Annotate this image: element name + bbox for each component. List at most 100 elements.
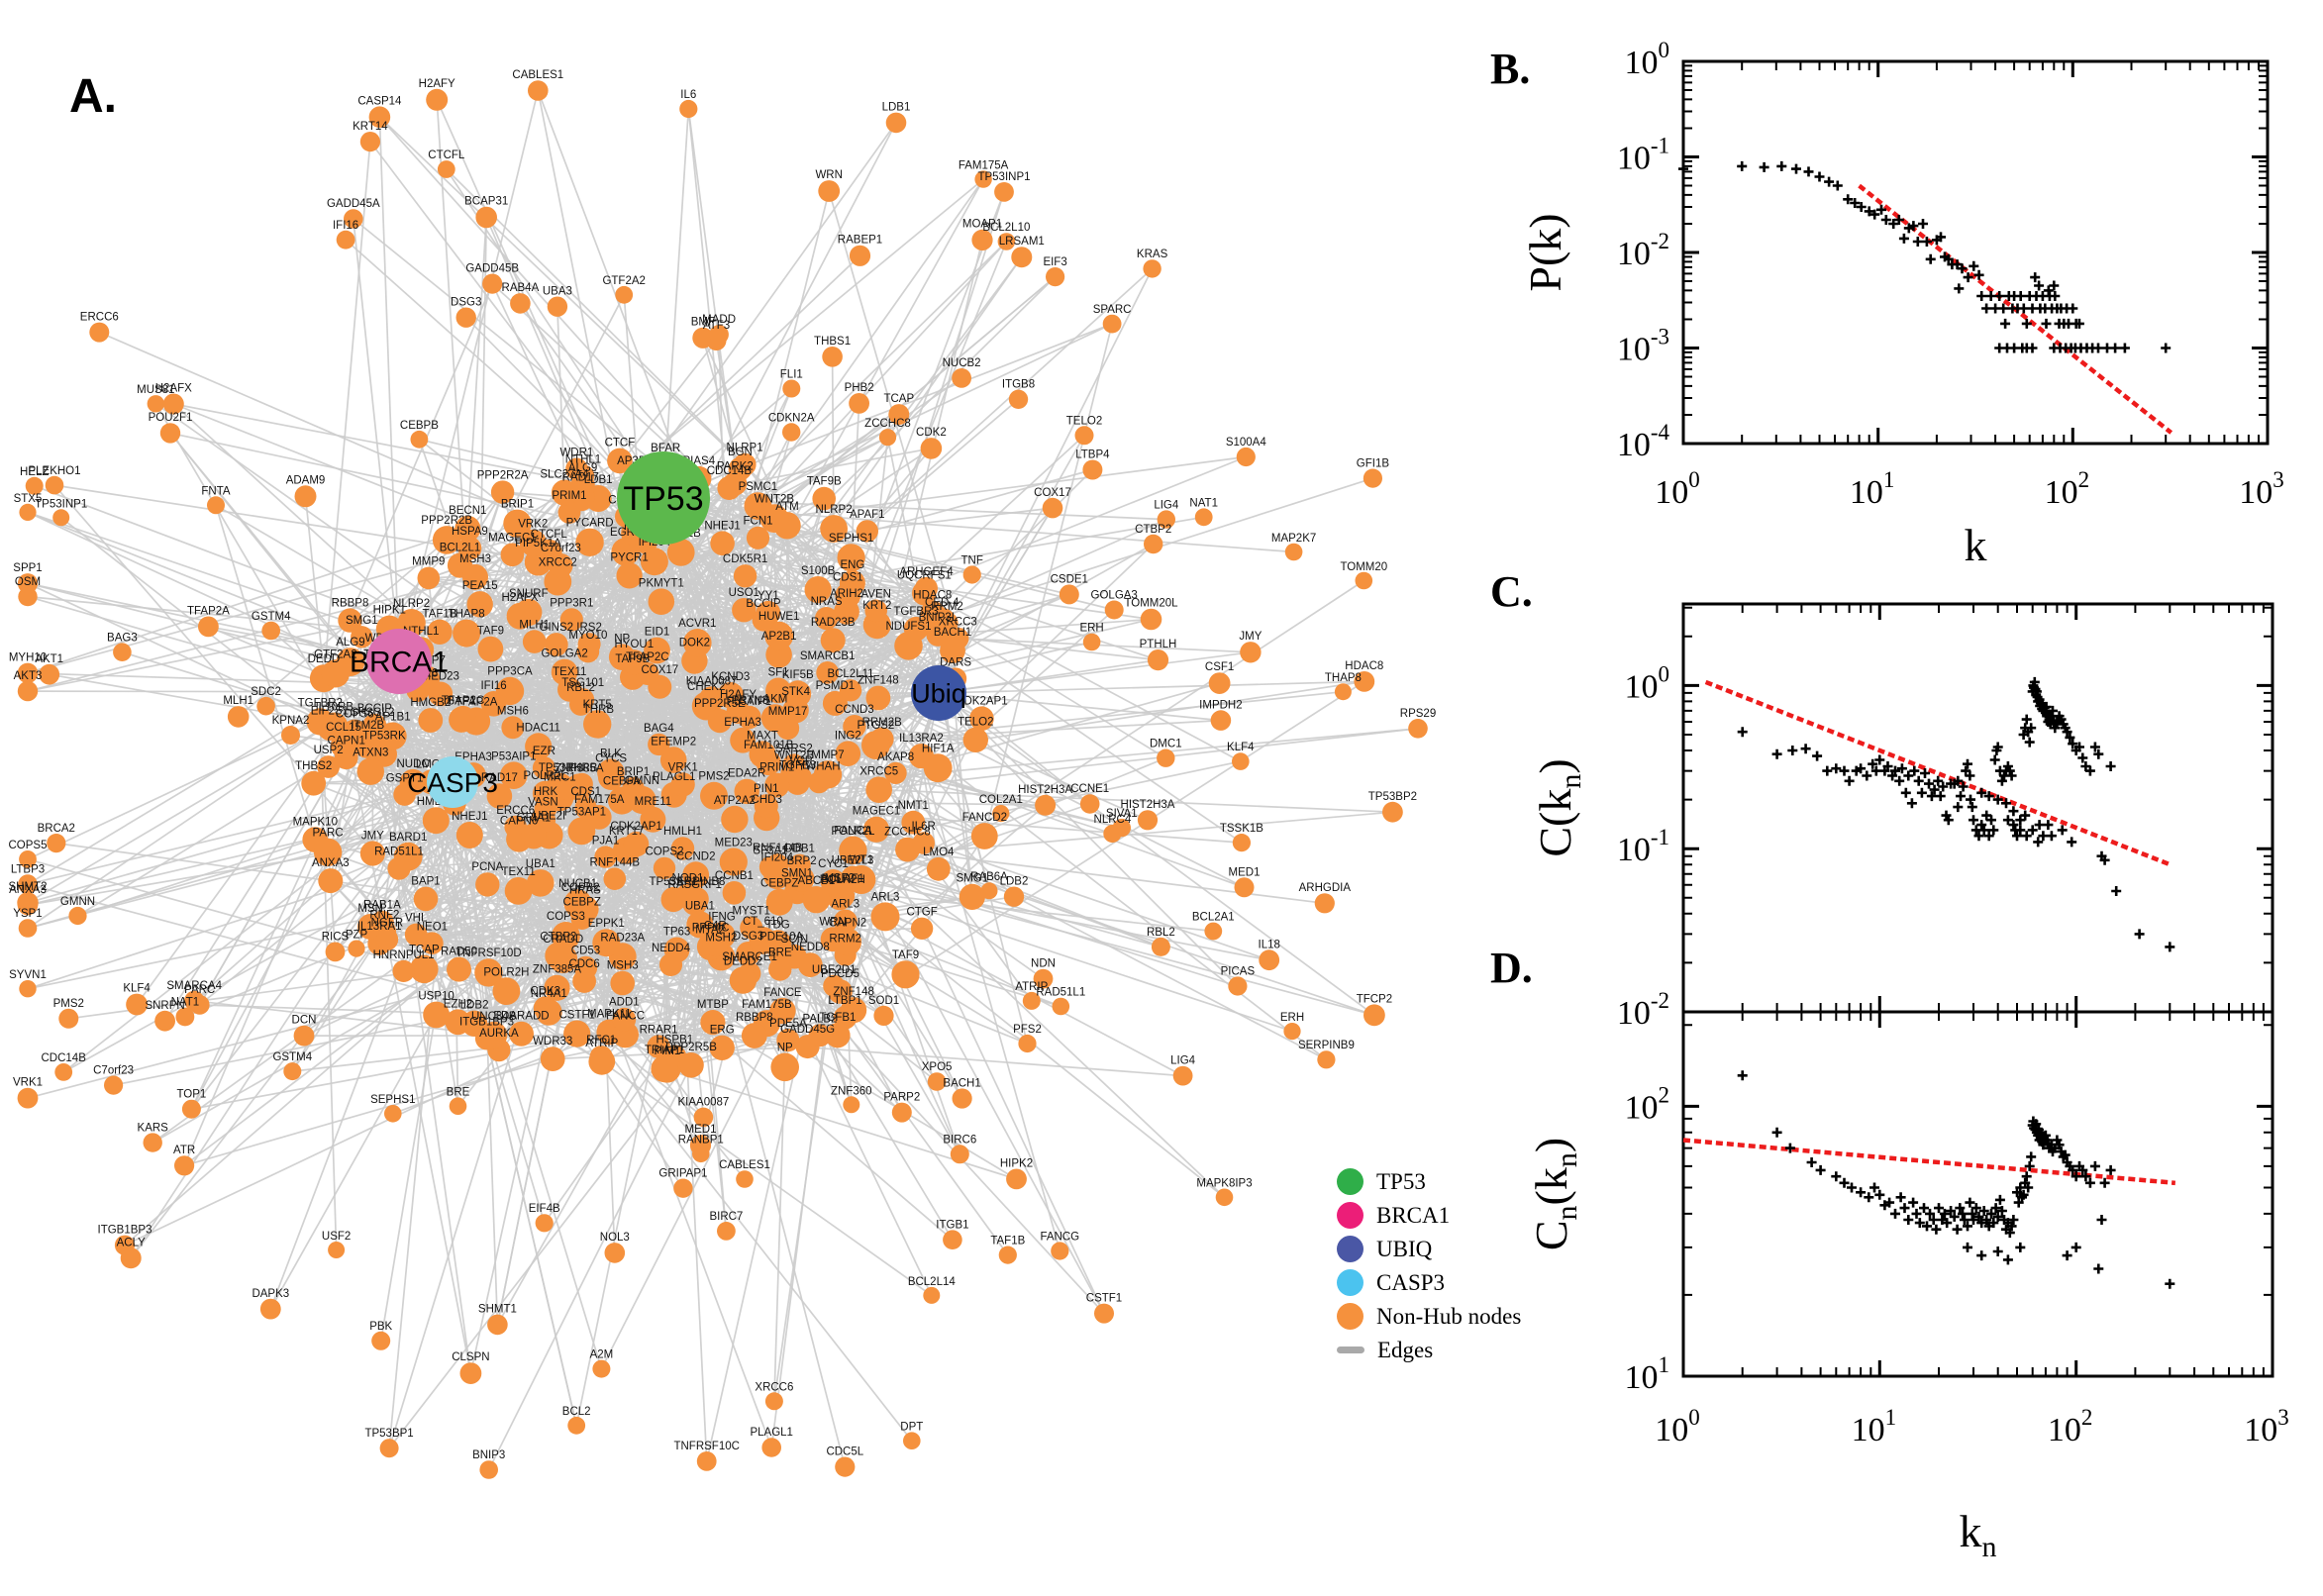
svg-text:GTF2A2: GTF2A2: [314, 648, 356, 660]
svg-text:RPS29: RPS29: [1400, 708, 1436, 720]
svg-text:EPPK1: EPPK1: [588, 918, 625, 930]
svg-text:LIG4: LIG4: [1170, 1055, 1196, 1067]
svg-text:ABCB1: ABCB1: [798, 875, 836, 887]
svg-text:SERPINB9: SERPINB9: [1298, 1040, 1355, 1051]
svg-text:TAF9: TAF9: [892, 949, 919, 961]
svg-text:CDK3: CDK3: [530, 985, 560, 997]
svg-text:AKAP8: AKAP8: [877, 751, 914, 763]
svg-text:CED-4: CED-4: [925, 597, 960, 609]
y-tick-label: 10-1: [1617, 825, 1669, 868]
svg-text:ADD1: ADD1: [609, 997, 640, 1009]
svg-text:TAF9B: TAF9B: [807, 476, 842, 488]
svg-text:CTGF: CTGF: [906, 907, 937, 919]
svg-text:CYC1: CYC1: [818, 858, 849, 870]
svg-text:PDE5A: PDE5A: [769, 1018, 807, 1030]
svg-text:POLR2L: POLR2L: [524, 770, 568, 782]
svg-text:GTF2A2: GTF2A2: [602, 275, 645, 287]
svg-text:NRAS: NRAS: [811, 596, 843, 608]
legend-item-casp3: CASP3: [1337, 1269, 1521, 1296]
svg-text:ALG9: ALG9: [568, 462, 597, 474]
legend-label: Non-Hub nodes: [1376, 1304, 1522, 1329]
svg-text:RAD17: RAD17: [481, 772, 518, 784]
svg-text:POLR2H: POLR2H: [483, 966, 529, 978]
svg-text:MAGEC1: MAGEC1: [853, 806, 901, 818]
svg-text:C7orf23: C7orf23: [93, 1065, 134, 1077]
svg-text:CABLES1: CABLES1: [719, 1159, 770, 1171]
svg-text:BCL2: BCL2: [562, 1406, 591, 1418]
svg-text:KRT2: KRT2: [862, 600, 891, 612]
svg-text:TSSK1B: TSSK1B: [1220, 823, 1263, 835]
svg-text:TFCP2: TFCP2: [1357, 993, 1392, 1005]
y-tick-label: 10-2: [1617, 229, 1669, 272]
svg-text:CASP3: CASP3: [407, 767, 498, 798]
svg-text:PMS2: PMS2: [53, 998, 84, 1010]
svg-text:ATR: ATR: [173, 1145, 195, 1156]
svg-text:RAB1A: RAB1A: [363, 900, 401, 912]
svg-text:ANXA3: ANXA3: [9, 884, 47, 896]
legend-label: CASP3: [1376, 1270, 1446, 1295]
svg-text:BAG3: BAG3: [107, 632, 138, 644]
svg-text:NUDC: NUDC: [396, 758, 429, 770]
svg-text:ACLY: ACLY: [117, 1237, 147, 1248]
svg-text:C4R: C4R: [704, 921, 727, 933]
svg-text:PHB2: PHB2: [845, 382, 874, 394]
svg-text:CT_610: CT_610: [743, 916, 783, 928]
panel-c-plot: 100 10-1 10-2 C(kn​): [1530, 602, 2274, 1032]
svg-text:IL13RA2: IL13RA2: [899, 733, 944, 745]
svg-text:ATRIP: ATRIP: [585, 1038, 618, 1049]
svg-text:BCL2A1: BCL2A1: [1192, 912, 1235, 924]
svg-text:LMO4: LMO4: [923, 847, 955, 858]
svg-text:BECN1: BECN1: [449, 505, 486, 517]
svg-text:LDB1: LDB1: [882, 102, 911, 114]
svg-text:MUS81: MUS81: [137, 384, 174, 396]
svg-text:BCL2L1: BCL2L1: [440, 543, 481, 554]
svg-text:PJA1: PJA1: [592, 835, 620, 847]
svg-text:A2M: A2M: [590, 1349, 614, 1361]
svg-text:BRE: BRE: [447, 1086, 470, 1098]
svg-text:NP: NP: [614, 634, 630, 646]
svg-text:MADD: MADD: [702, 314, 736, 326]
svg-text:BFAR: BFAR: [651, 443, 680, 454]
svg-text:ZNF148: ZNF148: [858, 675, 899, 687]
svg-text:DARS: DARS: [940, 656, 971, 668]
svg-text:MAP2K7: MAP2K7: [1271, 533, 1316, 545]
svg-text:HIPK1: HIPK1: [373, 605, 406, 617]
svg-text:ALG9: ALG9: [336, 637, 364, 648]
svg-text:EIF2S1: EIF2S1: [311, 706, 349, 718]
svg-text:TP53AP1: TP53AP1: [557, 806, 606, 818]
svg-text:NAT1: NAT1: [1189, 497, 1218, 509]
svg-text:ARL3: ARL3: [871, 891, 900, 903]
svg-text:RASGRF1: RASGRF1: [668, 879, 722, 891]
svg-text:CSTF1: CSTF1: [1086, 1293, 1122, 1305]
legend-item-brca1: BRCA1: [1337, 1202, 1521, 1229]
svg-text:USO1: USO1: [729, 587, 759, 599]
svg-text:ATXN3: ATXN3: [353, 748, 388, 759]
svg-text:MTA2: MTA2: [695, 925, 725, 937]
svg-text:BMF: BMF: [691, 317, 715, 329]
svg-text:NDN: NDN: [1031, 958, 1056, 970]
svg-text:BRP2: BRP2: [787, 855, 817, 867]
svg-text:HNRNPUL1: HNRNPUL1: [373, 949, 435, 961]
svg-text:FNTA: FNTA: [201, 485, 231, 497]
svg-text:WNT2B: WNT2B: [774, 749, 815, 761]
svg-text:TFAP2A: TFAP2A: [187, 606, 230, 618]
svg-text:PPP2R2A: PPP2R2A: [477, 469, 529, 481]
svg-text:NP: NP: [777, 1042, 793, 1053]
brca1-dot-icon: [1337, 1202, 1364, 1229]
svg-text:PZP: PZP: [346, 930, 368, 942]
svg-text:GRIA1: GRIA1: [517, 813, 552, 825]
svg-text:NHEJ1: NHEJ1: [704, 520, 740, 532]
svg-text:XPO5: XPO5: [922, 1061, 953, 1073]
svg-text:WT1: WT1: [850, 854, 873, 866]
svg-text:THBS2: THBS2: [295, 760, 332, 772]
svg-text:SDC2: SDC2: [251, 686, 281, 698]
svg-text:NAT1: NAT1: [171, 997, 200, 1009]
svg-text:XRCC5: XRCC5: [859, 765, 898, 777]
svg-text:SEPHS1: SEPHS1: [829, 533, 873, 545]
svg-text:UNC84B: UNC84B: [471, 1011, 517, 1023]
y-tick-label: 101: [1625, 1352, 1670, 1396]
svg-text:PYCR1: PYCR1: [610, 551, 648, 563]
svg-text:EID1: EID1: [645, 627, 670, 639]
svg-text:ITGB8: ITGB8: [1002, 379, 1035, 391]
x-tick-label: 101: [1852, 1405, 1897, 1448]
